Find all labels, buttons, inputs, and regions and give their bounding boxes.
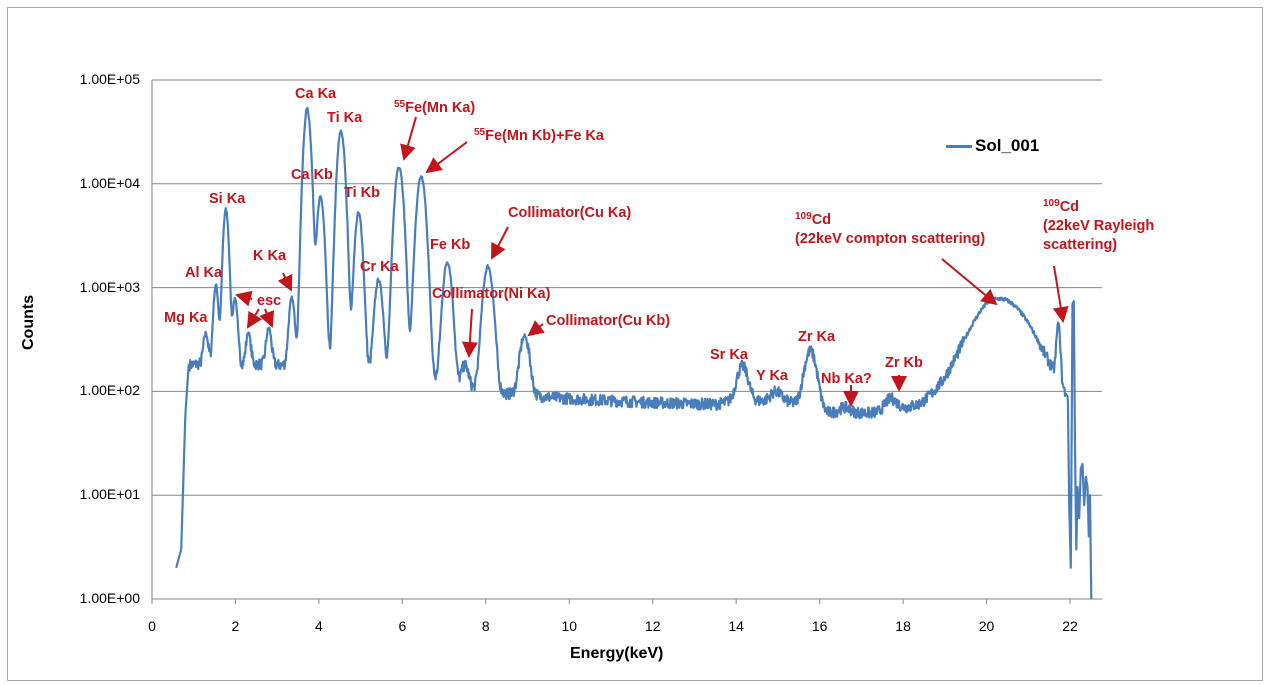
x-tick-label: 16 bbox=[811, 618, 828, 634]
label-fe-kb: Fe Kb bbox=[430, 237, 471, 253]
label-text: Cd bbox=[1059, 199, 1080, 215]
arrow-cu-ka bbox=[491, 226, 509, 260]
label-ti-kb: Ti Kb bbox=[344, 185, 380, 201]
isotope-mass: 109 bbox=[1043, 198, 1060, 209]
label-al-ka: Al Ka bbox=[185, 265, 223, 281]
chart-border bbox=[7, 7, 1263, 681]
isotope-mass: 109 bbox=[795, 211, 812, 222]
x-tick-label: 4 bbox=[315, 618, 323, 634]
y-axis-title: Counts bbox=[20, 294, 37, 350]
label-collimator-cu-ka: Collimator(Cu Ka) bbox=[508, 205, 632, 221]
x-tick-label: 6 bbox=[398, 618, 407, 634]
label-text: (22keV Rayleigh bbox=[1043, 218, 1155, 234]
label-ti-ka: Ti Ka bbox=[327, 110, 363, 126]
arrow-compton bbox=[941, 258, 998, 306]
label-si-ka: Si Ka bbox=[209, 191, 246, 207]
y-tick-label: 1.00E+01 bbox=[79, 486, 140, 503]
arrow-mn-ka bbox=[400, 116, 417, 161]
x-axis-title: Energy(keV) bbox=[570, 645, 664, 662]
label-zr-kb: Zr Kb bbox=[885, 355, 923, 371]
arrow-esc-3 bbox=[259, 308, 275, 328]
y-tick-label: 1.00E+02 bbox=[79, 382, 140, 399]
label-text: Cd bbox=[811, 212, 832, 228]
y-tick-label: 1.00E+00 bbox=[79, 590, 140, 606]
isotope-mass: 55 bbox=[474, 127, 486, 138]
arrow-k-ka bbox=[277, 272, 293, 292]
label-nb-ka: Nb Ka? bbox=[821, 371, 872, 387]
label-text: (22keV compton scattering) bbox=[795, 231, 986, 247]
x-tick-label: 10 bbox=[561, 618, 578, 634]
x-tick-label: 2 bbox=[231, 618, 240, 634]
label-compton: 109Cd (22keV compton scattering) bbox=[795, 211, 985, 249]
label-text: Fe(Mn Kb)+Fe Ka bbox=[485, 128, 604, 144]
label-collimator-ni-ka: Collimator(Ni Ka) bbox=[432, 286, 551, 302]
x-tick-label: 22 bbox=[1062, 618, 1078, 634]
arrow-ni-ka bbox=[461, 308, 478, 358]
annotation-arrows bbox=[235, 116, 1069, 407]
arrow-esc-1 bbox=[235, 290, 253, 307]
x-tick-label: 0 bbox=[148, 618, 156, 634]
label-mn-ka: 55Fe(Mn Ka) bbox=[394, 99, 475, 118]
series-line-sol-001 bbox=[175, 106, 1093, 600]
label-esc: esc bbox=[257, 293, 282, 309]
arrow-esc-2 bbox=[246, 308, 263, 329]
x-tick-label: 20 bbox=[978, 618, 995, 634]
x-tick-label: 14 bbox=[728, 618, 744, 634]
label-mg-ka: Mg Ka bbox=[164, 310, 208, 326]
label-text: scattering) bbox=[1043, 237, 1118, 253]
isotope-mass: 55 bbox=[394, 99, 406, 110]
arrow-cu-kb bbox=[527, 320, 545, 337]
legend: Sol_001 bbox=[946, 136, 1039, 156]
legend-label: Sol_001 bbox=[975, 136, 1040, 155]
label-collimator-cu-kb: Collimator(Cu Kb) bbox=[546, 313, 671, 329]
y-tick-label: 1.00E+05 bbox=[79, 71, 140, 87]
arrow-rayleigh bbox=[1052, 265, 1069, 323]
x-tick-label: 18 bbox=[895, 618, 911, 634]
arrow-mn-kb bbox=[425, 141, 468, 174]
label-ca-ka: Ca Ka bbox=[295, 86, 337, 102]
label-ca-kb: Ca Kb bbox=[291, 167, 333, 183]
label-k-ka: K Ka bbox=[253, 248, 287, 264]
label-sr-ka: Sr Ka bbox=[710, 347, 748, 363]
label-text: Fe(Mn Ka) bbox=[405, 100, 476, 116]
x-tick-label: 12 bbox=[644, 618, 661, 634]
x-tick-label: 8 bbox=[481, 618, 490, 634]
y-tick-label: 1.00E+04 bbox=[79, 174, 140, 191]
label-y-ka: Y Ka bbox=[756, 368, 788, 384]
label-rayleigh: 109Cd (22keV Rayleigh scattering) bbox=[1043, 198, 1154, 255]
label-cr-ka: Cr Ka bbox=[360, 259, 399, 275]
label-zr-ka: Zr Ka bbox=[798, 329, 836, 345]
label-mn-kb-fe-ka: 55Fe(Mn Kb)+Fe Ka bbox=[474, 127, 604, 146]
y-tick-label: 1.00E+03 bbox=[79, 278, 140, 295]
legend-swatch bbox=[946, 144, 972, 148]
